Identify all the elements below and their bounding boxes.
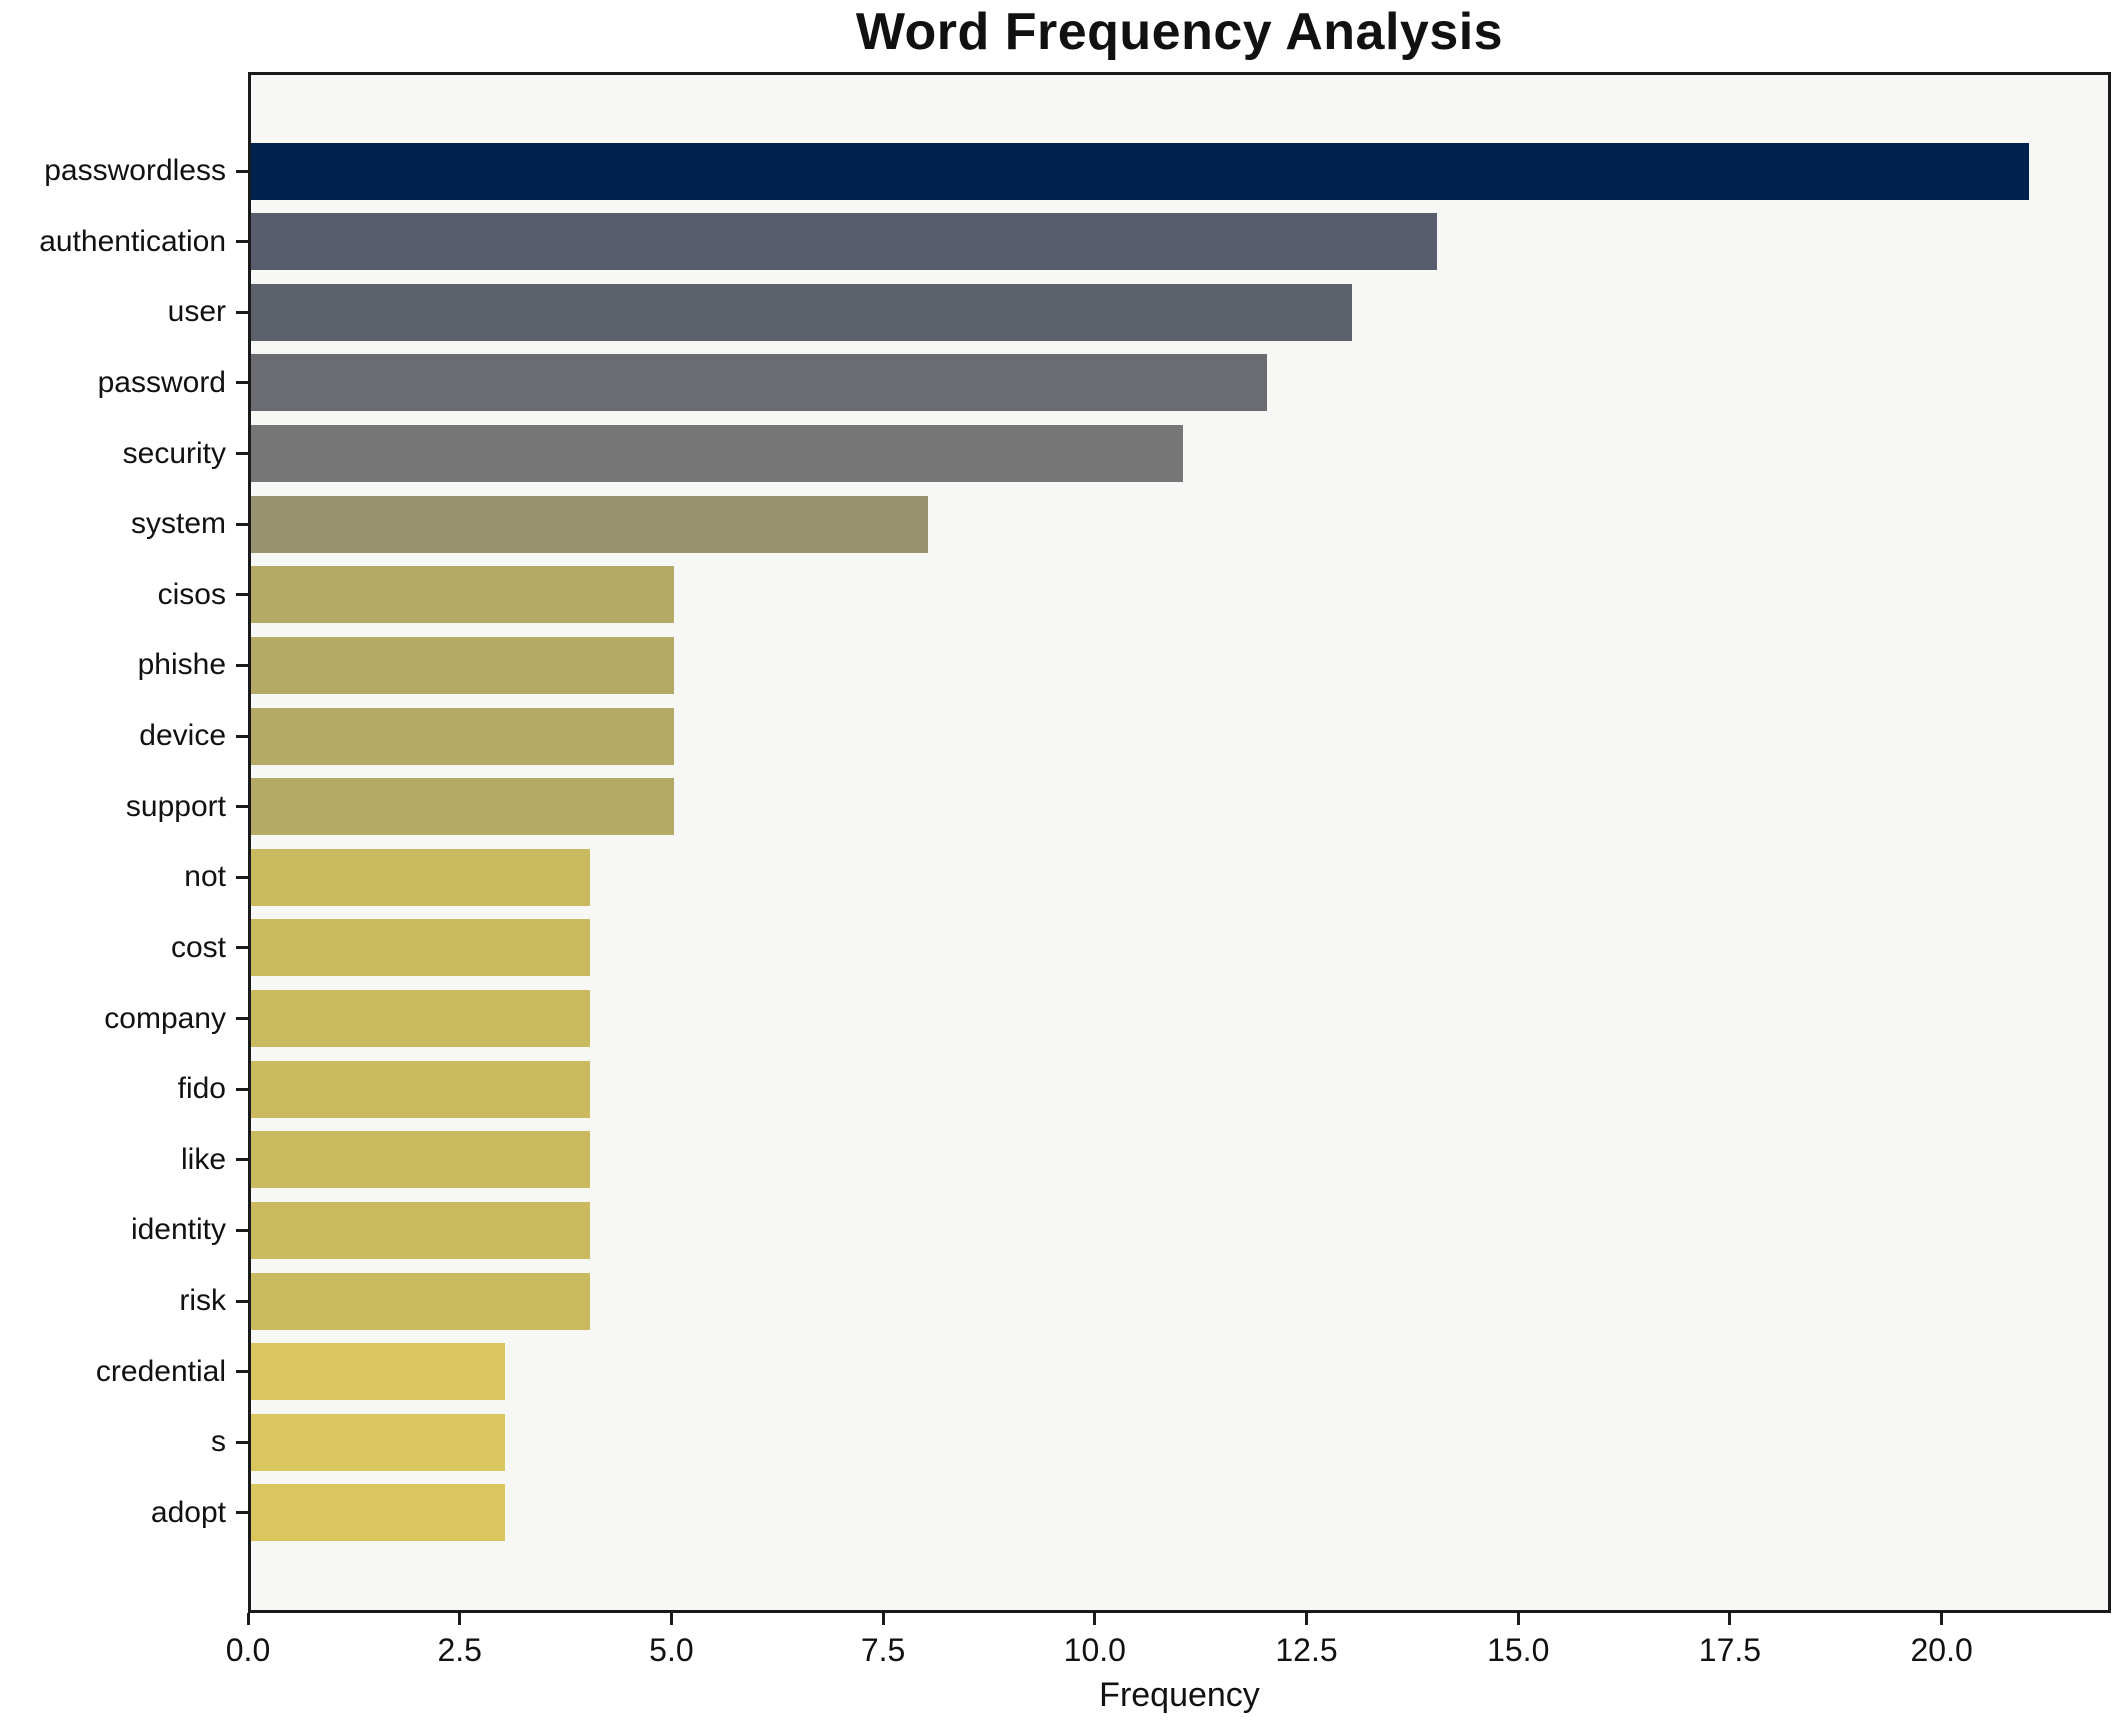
x-tick (881, 1613, 885, 1625)
x-tick-label: 10.0 (1063, 1632, 1126, 1668)
y-tick (236, 1370, 248, 1374)
x-tick-label: 12.5 (1275, 1632, 1338, 1668)
x-tick (458, 1613, 462, 1625)
x-tick-label: 2.5 (437, 1632, 482, 1668)
bar-cost (251, 919, 590, 977)
bar-passwordless (251, 142, 2029, 200)
y-tick-label: identity (130, 1213, 226, 1247)
y-tick-label: support (125, 789, 226, 823)
y-tick-label: password (97, 365, 226, 399)
y-tick (236, 875, 248, 879)
x-tick (246, 1613, 250, 1625)
x-axis-label: Frequency (1099, 1676, 1260, 1714)
y-tick-label: not (184, 860, 226, 894)
y-tick-label: adopt (150, 1495, 226, 1529)
x-tick-label: 15.0 (1487, 1632, 1550, 1668)
bar-not (251, 848, 590, 906)
x-tick-label: 17.5 (1698, 1632, 1762, 1668)
bar-user (251, 283, 1352, 341)
y-tick (236, 663, 248, 667)
bar-identity (251, 1201, 590, 1259)
y-tick-label: passwordless (44, 154, 226, 187)
y-tick (236, 240, 248, 244)
y-tick-label: cost (170, 930, 226, 964)
y-tick (236, 1158, 248, 1162)
y-tick-label: like (180, 1142, 226, 1176)
y-tick (236, 1299, 248, 1303)
y-tick-label: system (130, 507, 226, 541)
y-tick (236, 1440, 248, 1444)
y-tick-label: phishe (137, 648, 226, 682)
x-tick-label: 20.0 (1910, 1632, 1973, 1668)
bar-authentication (251, 213, 1437, 271)
x-tick-label: 7.5 (860, 1632, 906, 1668)
bar-phishe (251, 636, 674, 694)
y-tick (236, 169, 248, 173)
bar-support (251, 778, 674, 836)
y-tick-label: company (104, 1001, 226, 1035)
plot-area (248, 72, 2111, 1613)
bar-system (251, 495, 928, 553)
y-tick (236, 522, 248, 526)
bar-company (251, 990, 590, 1048)
bar-adopt (251, 1484, 505, 1542)
y-tick (236, 805, 248, 809)
x-tick-label: 5.0 (649, 1632, 694, 1668)
x-tick (1093, 1613, 1097, 1625)
x-tick (1940, 1613, 1944, 1625)
y-tick (236, 1511, 248, 1515)
x-tick (1305, 1613, 1309, 1625)
bar-like (251, 1131, 590, 1189)
y-tick (236, 1228, 248, 1232)
y-tick-label: device (139, 719, 226, 753)
y-tick-label: cisos (157, 577, 226, 611)
y-tick (236, 1087, 248, 1091)
y-tick-label: s (211, 1425, 226, 1459)
bar-security (251, 425, 1183, 483)
y-tick (236, 1017, 248, 1021)
x-tick (1728, 1613, 1732, 1625)
y-tick (236, 310, 248, 314)
bar-s (251, 1413, 505, 1471)
y-tick (236, 593, 248, 597)
bar-cisos (251, 566, 674, 624)
bar-device (251, 707, 674, 765)
x-tick (1516, 1613, 1520, 1625)
y-tick (236, 452, 248, 456)
bar-credential (251, 1343, 505, 1401)
y-tick-label: user (167, 295, 226, 329)
y-tick-label: credential (95, 1354, 226, 1388)
y-tick (236, 734, 248, 738)
bar-risk (251, 1272, 590, 1330)
bar-fido (251, 1060, 590, 1118)
y-tick-label: risk (179, 1284, 226, 1318)
y-tick-label: fido (177, 1072, 226, 1106)
x-tick-label: 0.0 (225, 1632, 271, 1668)
y-tick (236, 381, 248, 385)
y-tick-label: security (122, 436, 226, 470)
bar-password (251, 354, 1267, 412)
y-tick-label: authentication (39, 224, 226, 258)
y-tick (236, 946, 248, 950)
x-tick (669, 1613, 673, 1625)
chart-title: Word Frequency Analysis (855, 3, 1504, 61)
